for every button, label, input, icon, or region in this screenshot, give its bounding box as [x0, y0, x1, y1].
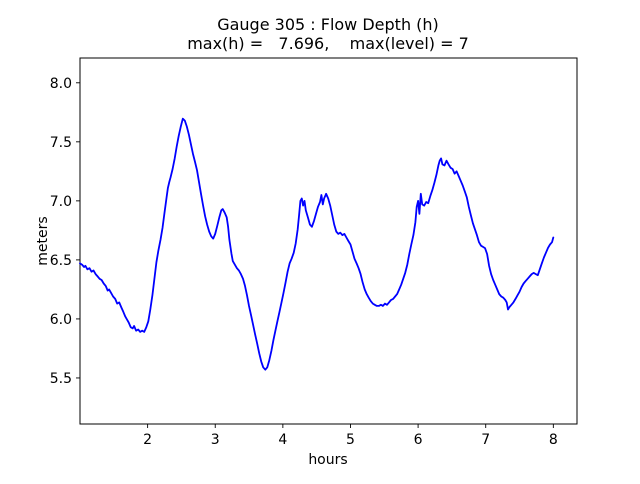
x-tick-label: 3 [211, 432, 220, 448]
x-axis-label: hours [308, 452, 347, 468]
x-tick-label: 8 [549, 432, 558, 448]
y-axis-ticks: 5.5 6.0 6.5 7.0 7.5 8.0 [50, 76, 80, 387]
plot-border [79, 57, 578, 425]
y-tick-label: 7.5 [50, 135, 72, 151]
x-axis-ticks: 2 3 4 5 6 7 8 [143, 424, 558, 448]
y-tick-label: 6.0 [50, 312, 72, 328]
x-tick-label: 7 [481, 432, 490, 448]
x-tick-label: 6 [414, 432, 423, 448]
x-tick-label: 4 [278, 432, 287, 448]
flow-depth-series-line [79, 117, 555, 371]
y-tick-label: 7.0 [50, 194, 72, 210]
chart-subtitle: max(h) = 7.696, max(level) = 7 [187, 34, 469, 53]
x-tick-label: 5 [346, 432, 355, 448]
y-axis-label: meters [35, 216, 51, 265]
y-tick-label: 5.5 [50, 371, 72, 387]
y-tick-label: 8.0 [50, 76, 72, 92]
chart-title: Gauge 305 : Flow Depth (h) [217, 15, 439, 34]
x-tick-label: 2 [143, 432, 152, 448]
y-tick-label: 6.5 [50, 253, 72, 269]
